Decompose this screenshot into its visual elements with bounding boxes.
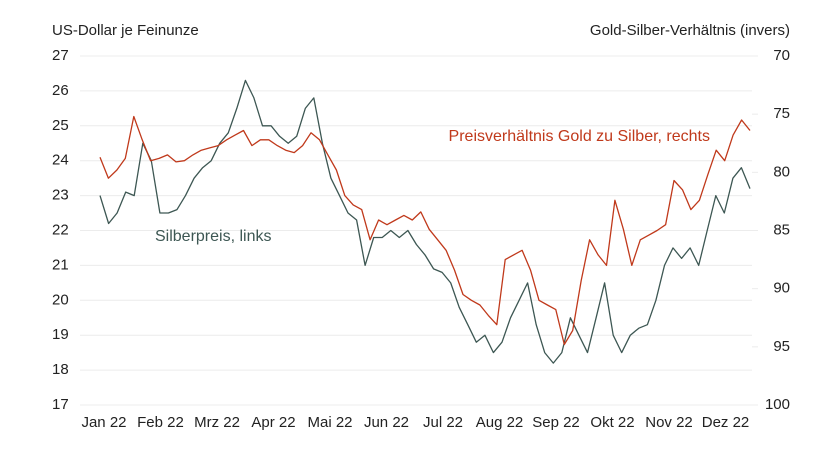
x-tick-label: Jul 22 xyxy=(423,414,463,431)
y-tick-label: 27 xyxy=(52,47,69,64)
series-label: Silberpreis, links xyxy=(155,228,271,245)
y-tick-label: 21 xyxy=(52,256,69,273)
x-tick-label: Aug 22 xyxy=(476,414,524,431)
y2-tick-label: 90 xyxy=(773,280,790,297)
y2-tick-label: 85 xyxy=(773,221,790,238)
y2-tick-label: 95 xyxy=(773,338,790,355)
y2-axis-title: Gold-Silber-Verhältnis (invers) xyxy=(590,22,790,39)
x-tick-label: Sep 22 xyxy=(532,414,580,431)
y-tick-label: 25 xyxy=(52,117,69,134)
x-tick-label: Feb 22 xyxy=(137,414,184,431)
y2-tick-label: 70 xyxy=(773,47,790,64)
series-label: Preisverhältnis Gold zu Silber, rechts xyxy=(449,128,710,145)
y-tick-label: 17 xyxy=(52,396,69,413)
y2-tick-label: 80 xyxy=(773,163,790,180)
y-tick-label: 18 xyxy=(52,361,69,378)
y2-tick-label: 75 xyxy=(773,105,790,122)
x-tick-label: Dez 22 xyxy=(702,414,750,431)
series-line xyxy=(99,115,751,346)
x-tick-label: Mai 22 xyxy=(307,414,352,431)
x-tick-label: Jun 22 xyxy=(364,414,409,431)
x-tick-label: Jan 22 xyxy=(81,414,126,431)
x-tick-label: Mrz 22 xyxy=(194,414,240,431)
y-tick-label: 20 xyxy=(52,291,69,308)
x-tick-label: Okt 22 xyxy=(590,414,634,431)
x-tick-label: Nov 22 xyxy=(645,414,693,431)
y-tick-label: 26 xyxy=(52,82,69,99)
y2-tick-label: 100 xyxy=(765,396,790,413)
y-tick-label: 24 xyxy=(52,152,69,169)
y-tick-label: 23 xyxy=(52,187,69,204)
y-tick-label: 19 xyxy=(52,326,69,343)
x-tick-label: Apr 22 xyxy=(251,414,295,431)
series-line xyxy=(99,79,751,364)
y-tick-label: 22 xyxy=(52,221,69,238)
y-axis-title: US-Dollar je Feinunze xyxy=(52,22,199,39)
